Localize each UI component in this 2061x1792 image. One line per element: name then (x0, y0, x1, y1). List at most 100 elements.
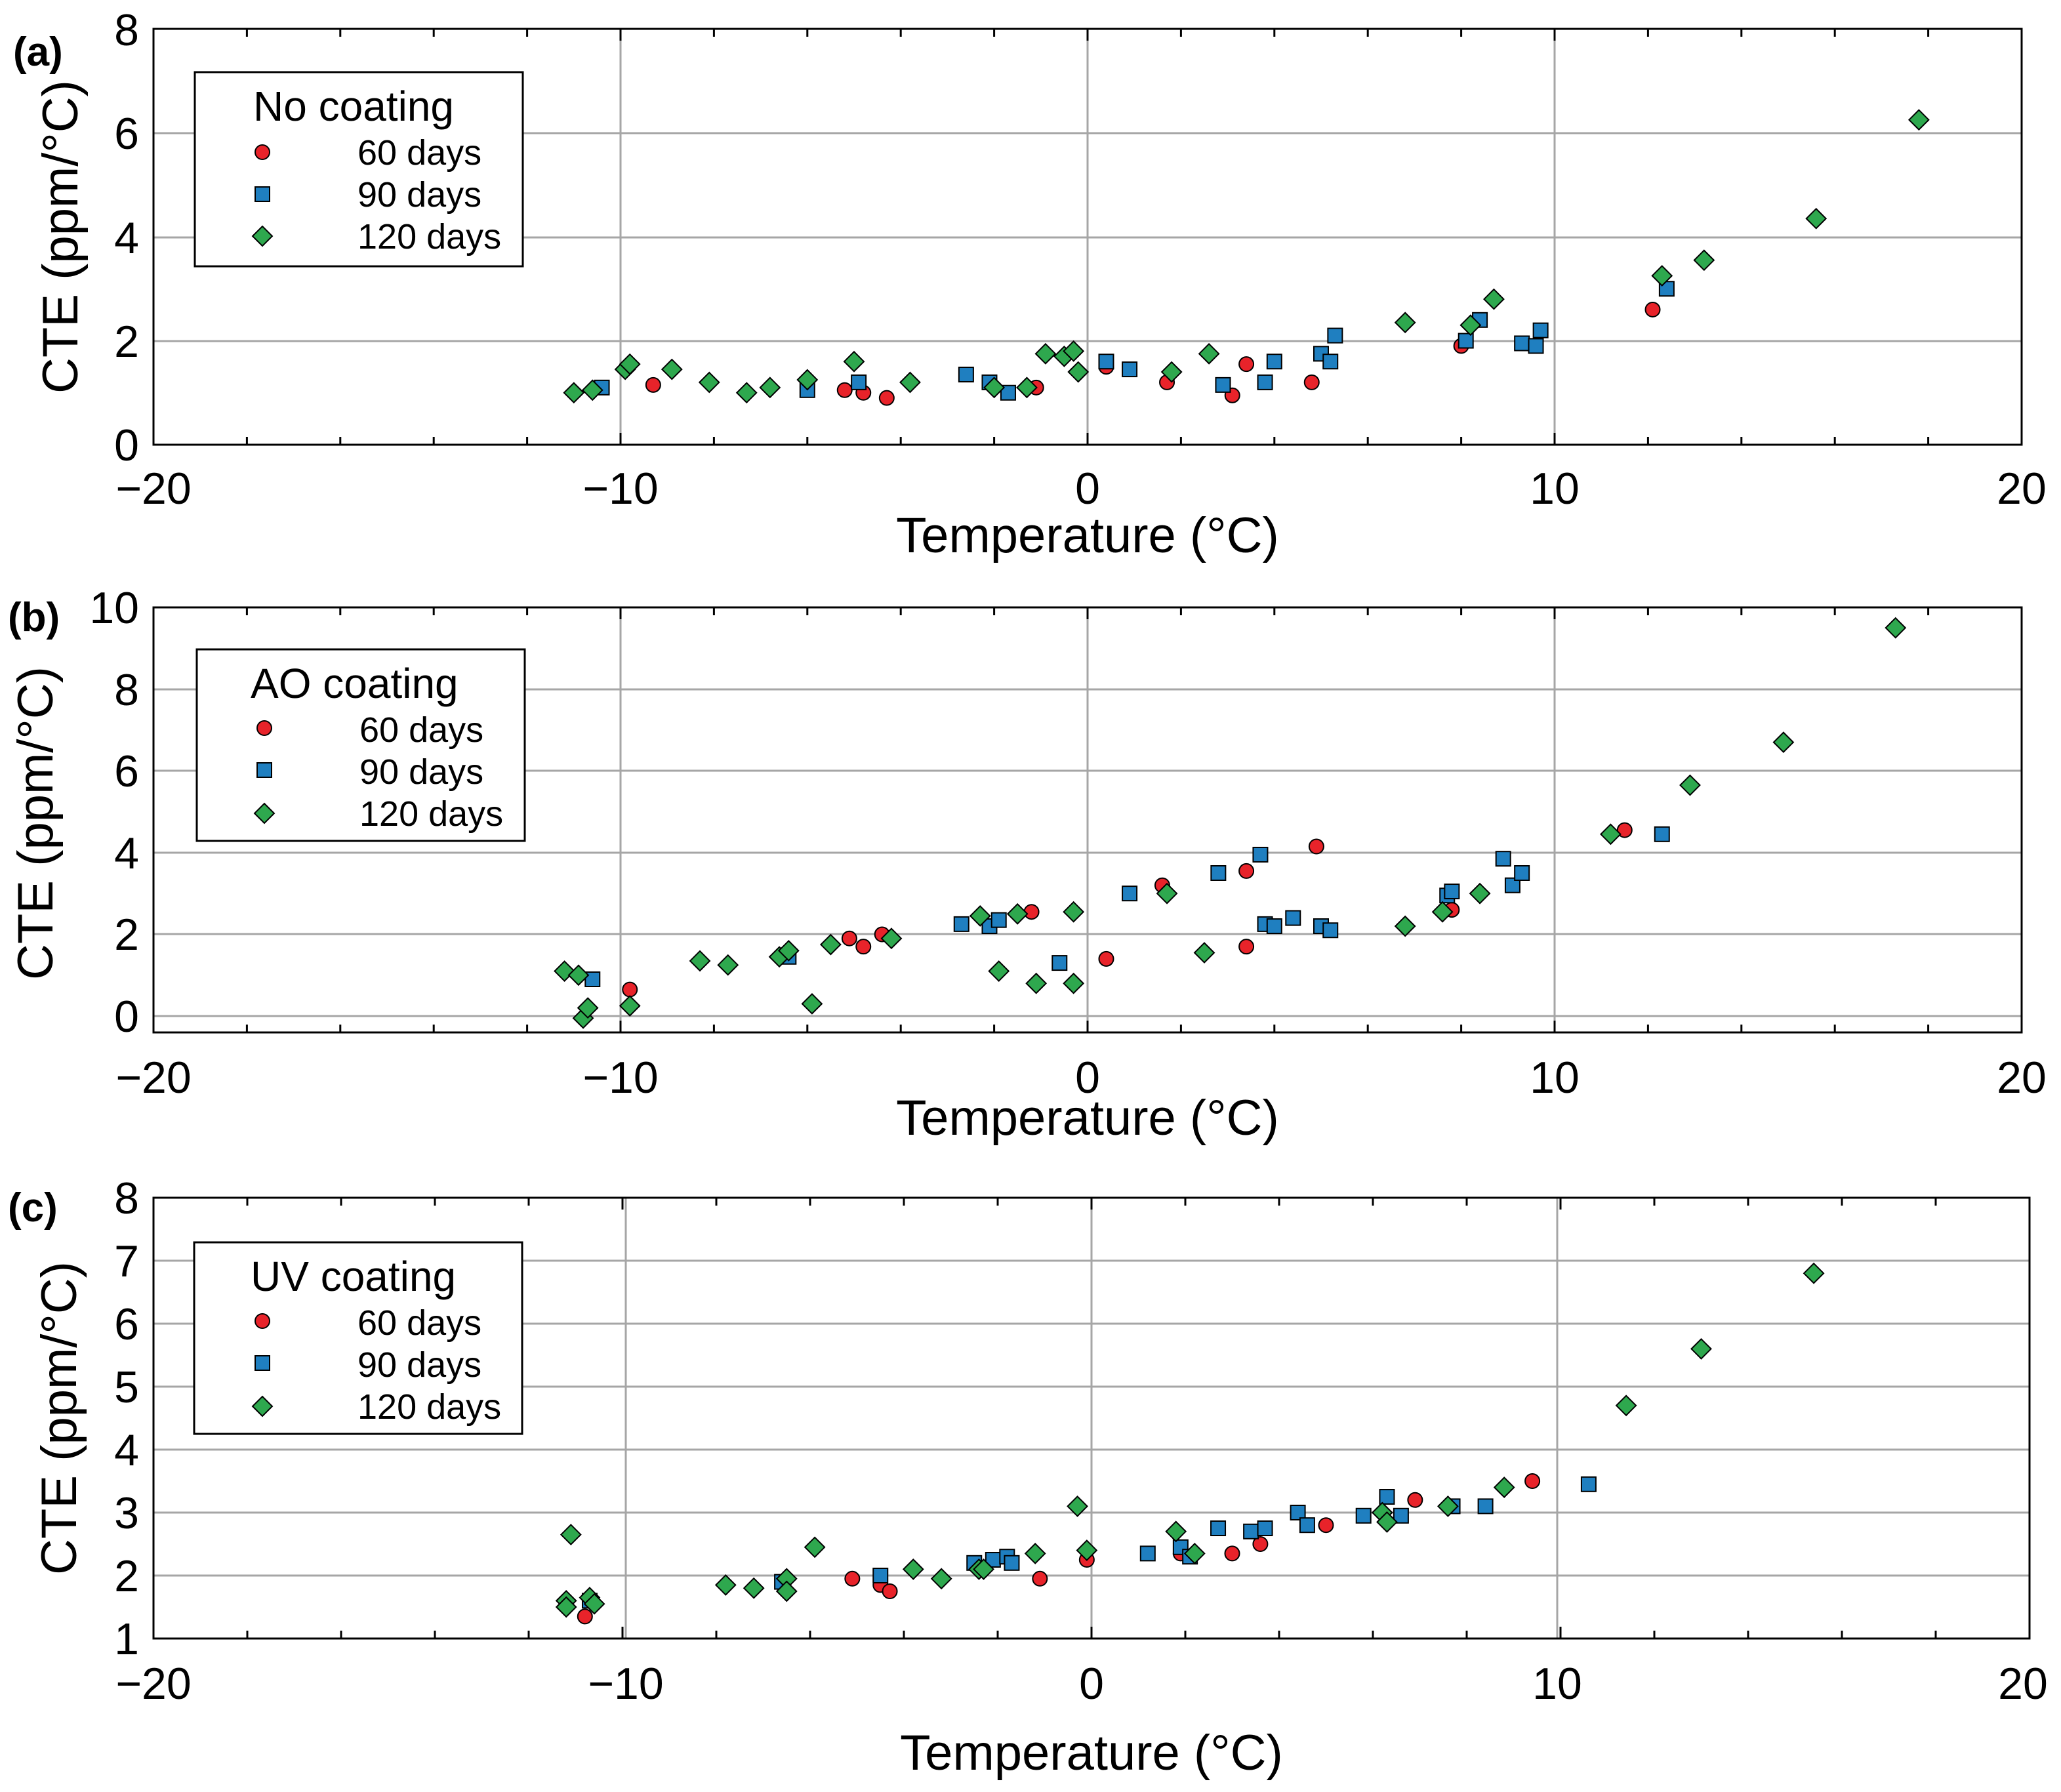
y-tick-label: 8 (114, 665, 139, 715)
legend-label-120-days: 120 days (357, 1387, 501, 1427)
legend-box (195, 648, 526, 842)
legend-marker-120-days (251, 1395, 274, 1417)
legend-marker-120-days (251, 225, 274, 247)
legend-title: No coating (253, 83, 454, 130)
data-point-120-days (1772, 731, 1795, 754)
data-point-90-days (1051, 955, 1068, 971)
data-point-120-days (1394, 915, 1416, 937)
data-point-120-days (1437, 1495, 1459, 1517)
data-point-120-days (796, 369, 819, 391)
data-point-90-days (851, 374, 867, 390)
legend-marker-90-days (255, 1355, 270, 1371)
data-point-120-days (804, 1536, 826, 1558)
data-point-120-days (1615, 1395, 1637, 1417)
data-point-90-days (1252, 846, 1269, 863)
legend-marker-60-days (256, 720, 272, 736)
data-point-90-days (1528, 338, 1544, 354)
data-point-60-days (1308, 838, 1324, 855)
data-point-120-days (581, 379, 603, 401)
y-tick-label: 3 (114, 1488, 139, 1538)
panel-label: (c) (8, 1185, 58, 1231)
legend-label-120-days: 120 days (359, 794, 503, 834)
data-point-60-days (1303, 374, 1320, 390)
data-point-120-days (973, 1558, 994, 1580)
data-point-120-days (698, 371, 720, 394)
data-point-90-days (958, 367, 974, 383)
y-tick-label: 6 (114, 109, 139, 159)
legend-marker-60-days (255, 144, 270, 160)
legend-label-90-days: 90 days (357, 1345, 481, 1385)
y-tick-label: 5 (114, 1362, 139, 1412)
data-point-90-days (1379, 1489, 1395, 1505)
data-point-120-days (735, 382, 758, 404)
y-axis-label: CTE (ppm/°C) (31, 1261, 87, 1575)
data-point-90-days (1532, 322, 1549, 338)
data-point-90-days (1458, 333, 1474, 349)
data-point-120-days (1885, 617, 1907, 639)
data-point-120-days (661, 358, 683, 380)
panel-a: (a) CTE (ppm/°C) Temperature (°C) −20 −1… (13, 5, 2047, 563)
data-point-120-days (1034, 342, 1057, 365)
legend: UV coating 60 days 90 days 120 days (193, 1241, 523, 1435)
data-point-60-days (1644, 301, 1661, 317)
data-point-120-days (1076, 1539, 1098, 1562)
data-point-120-days (1198, 342, 1220, 365)
data-point-60-days (1238, 863, 1255, 879)
data-point-120-days (1679, 774, 1701, 796)
data-point-120-days (1600, 823, 1622, 845)
data-point-90-days (1495, 851, 1511, 867)
data-point-60-days (1023, 904, 1040, 920)
data-point-120-days (899, 371, 921, 394)
legend: AO coating 60 days 90 days 120 days (195, 648, 526, 842)
data-point-120-days (1025, 972, 1048, 994)
data-point-120-days (1063, 972, 1085, 994)
legend-marker-90-days (256, 762, 272, 778)
legend-label-60-days: 60 days (359, 710, 483, 750)
data-point-120-days (1024, 1542, 1046, 1564)
data-point-120-days (555, 1596, 577, 1618)
legend-title: UV coating (251, 1253, 456, 1300)
data-point-90-days (1327, 327, 1343, 344)
data-point-120-days (1183, 1542, 1206, 1564)
panel-label: (a) (13, 30, 63, 75)
legend-label-120-days: 120 days (357, 217, 501, 256)
data-point-90-days (1322, 922, 1339, 939)
y-tick-label: 2 (114, 317, 139, 367)
x-axis-label: Temperature (°C) (896, 508, 1279, 563)
legend-title: AO coating (251, 660, 459, 707)
data-point-120-days (801, 992, 823, 1015)
data-point-60-days (1238, 939, 1255, 955)
data-point-120-days (1908, 109, 1930, 131)
plot-frame (152, 606, 2023, 1034)
data-point-120-days (1016, 377, 1038, 399)
data-point-60-days (1252, 1536, 1269, 1552)
legend-marker-120-days (253, 802, 275, 825)
data-point-120-days (619, 353, 641, 375)
data-point-60-days (1238, 356, 1255, 373)
panel-c: (c) CTE (ppm/°C) Temperature (°C) −20 −1… (8, 1173, 2048, 1781)
legend-marker-60-days (255, 1313, 270, 1329)
x-tick-label: −20 (115, 1053, 191, 1103)
data-point-90-days (1580, 1476, 1597, 1492)
data-point-120-days (1165, 1520, 1187, 1543)
data-point-120-days (983, 377, 1006, 399)
data-point-120-days (563, 382, 585, 404)
data-point-90-days (1654, 826, 1670, 842)
data-point-120-days (1803, 1262, 1825, 1284)
data-point-60-days (1032, 1570, 1048, 1587)
data-point-120-days (1693, 249, 1715, 272)
data-point-90-days (1355, 1507, 1372, 1524)
data-point-90-days (1290, 1505, 1306, 1520)
data-point-90-days (990, 912, 1007, 928)
x-tick-label: 0 (1075, 1053, 1100, 1103)
data-point-120-days (577, 997, 599, 1019)
data-point-90-days (1215, 377, 1231, 393)
data-point-90-days (1139, 1545, 1156, 1562)
x-tick-label: 20 (1998, 1659, 2048, 1709)
data-point-120-days (1459, 314, 1482, 336)
x-tick-label: 10 (1532, 1659, 1582, 1709)
data-point-120-days (969, 905, 991, 927)
x-tick-label: −20 (115, 1659, 191, 1709)
data-point-90-days (1266, 354, 1282, 370)
data-point-120-days (819, 933, 842, 956)
